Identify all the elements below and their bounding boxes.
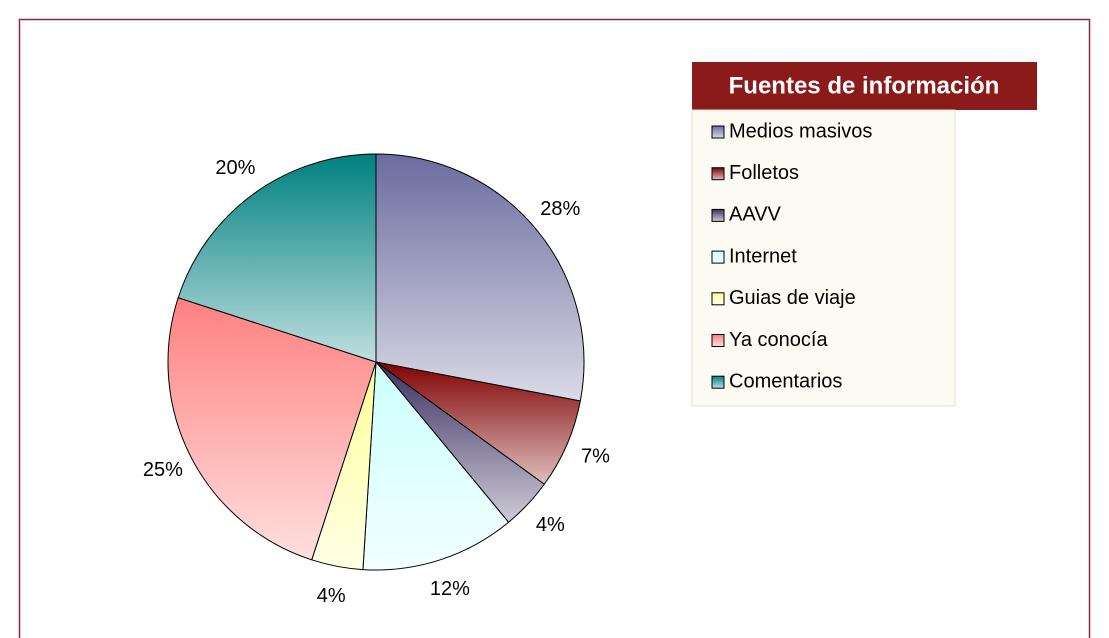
legend-label: Folletos (729, 162, 799, 184)
legend-swatch (711, 375, 725, 389)
legend-swatch (711, 125, 725, 139)
legend-swatch (711, 250, 725, 264)
data-label: 20% (215, 157, 255, 179)
data-label: 25% (143, 459, 183, 481)
legend-label: Medios masivos (729, 120, 872, 142)
legend-label: Guias de viaje (729, 287, 856, 309)
legend-swatch (711, 167, 725, 181)
data-label: 12% (430, 578, 470, 600)
legend-label: AAVV (729, 204, 782, 226)
legend-label: Internet (729, 245, 797, 267)
data-label: 4% (536, 514, 565, 536)
data-label: 7% (581, 445, 610, 467)
legend-label: Comentarios (729, 370, 842, 392)
legend-box (691, 109, 956, 407)
legend-swatch (711, 334, 725, 347)
legend-label: Ya conocía (729, 329, 828, 351)
pie-slice (177, 153, 377, 363)
chart-frame (18, 18, 1091, 638)
legend-title-bg (692, 62, 1037, 110)
data-label: 28% (540, 198, 580, 220)
legend-swatch (711, 208, 725, 222)
pie-slice (167, 297, 377, 561)
pie-slice (375, 153, 585, 402)
legend-title: Fuentes de información (729, 72, 1000, 99)
pie-slice (362, 360, 510, 571)
data-label: 4% (317, 585, 346, 607)
legend-swatch (711, 292, 725, 306)
